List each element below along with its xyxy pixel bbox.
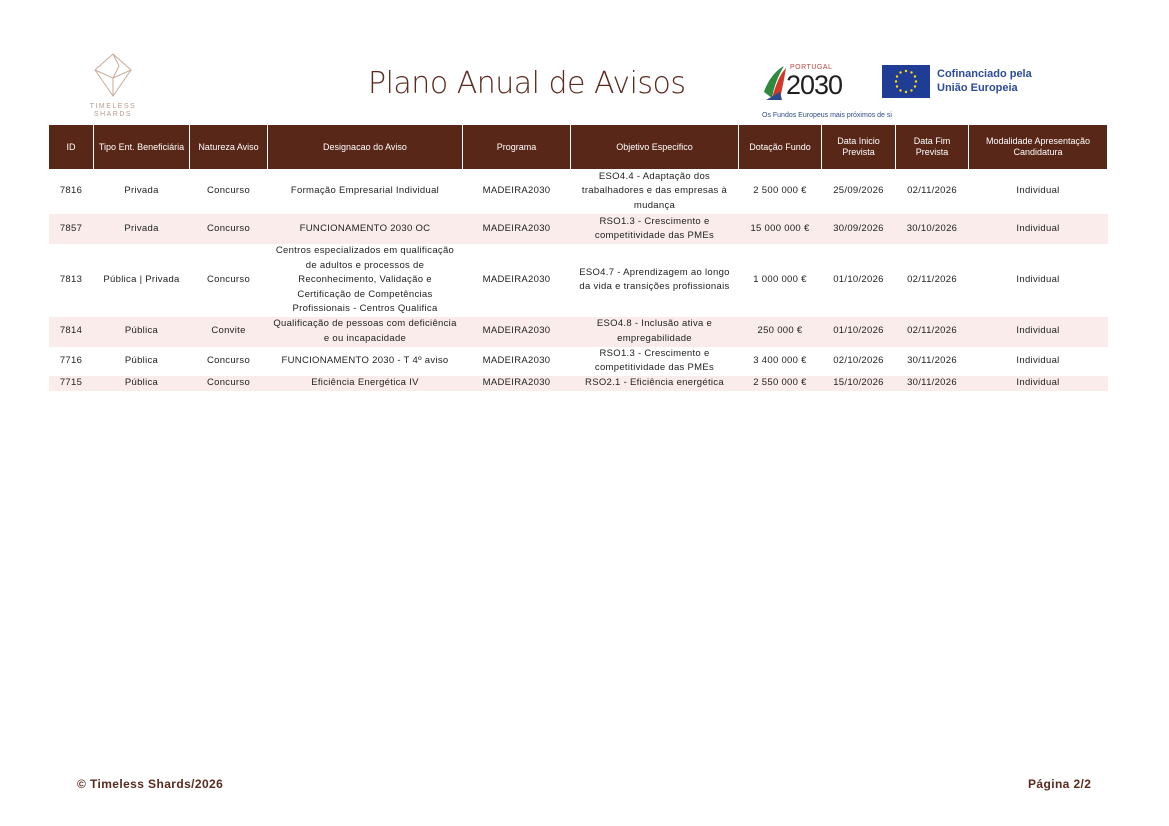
table-cell: Individual — [1016, 185, 1060, 197]
footer-page-number: Página 2/2 — [1028, 777, 1092, 791]
column-header: Programa — [462, 125, 571, 169]
column-header: Designacao do Aviso — [267, 125, 463, 169]
column-header: Tipo Ent. Beneficiária — [93, 125, 190, 169]
column-header: Modalidade Apresentação Candidatura — [968, 125, 1108, 169]
table-cell: 2 550 000 € — [738, 375, 822, 391]
table-cell: RSO1.3 - Crescimento e competitividade d… — [594, 347, 715, 374]
column-header: Dotação Fundo — [738, 125, 822, 169]
table-row: 7816 Privada Concurso Formação Empresarial … — [49, 169, 1108, 214]
table-cell: 2 500 000 € — [753, 185, 807, 197]
table-cell: Privada — [93, 214, 190, 244]
table-cell: Qualificação de pessoas com deficiência … — [267, 316, 463, 347]
table-cell: Pública | Privada — [103, 274, 180, 285]
table-cell: 7814 — [48, 316, 94, 347]
avisos-table: ID Tipo Ent. Beneficiária Natureza Aviso De… — [48, 125, 1108, 391]
table-cell: 02/11/2026 — [895, 316, 969, 347]
table-cell: FUNCIONAMENTO 2030 OC — [267, 214, 463, 244]
table-row: 7814 Pública Convite Qualificação de pessoa… — [48, 316, 1108, 347]
table-cell: MADEIRA2030 — [462, 316, 571, 347]
tagline: Os Fundos Europeus mais próximos de si — [762, 112, 892, 119]
table-cell: MADEIRA2030 — [462, 375, 571, 391]
table-cell: Privada — [124, 185, 159, 197]
table-cell: ESO4.7 - Aprendizagem ao longo da vida e… — [579, 266, 730, 293]
table-cell: Pública — [93, 375, 190, 391]
table-cell: RSO1.3 - Crescimento e competitividade d… — [570, 214, 739, 244]
table-cell: Pública — [124, 354, 159, 366]
table-cell: Convite — [189, 316, 268, 347]
portugal-2030-logo-icon — [764, 66, 786, 100]
column-header: ID — [48, 125, 94, 169]
table-cell: Individual — [1016, 354, 1060, 366]
table-cell: Eficiência Energética IV — [267, 375, 463, 391]
table-cell: 30/11/2026 — [907, 354, 957, 366]
eu-flag-icon — [882, 65, 930, 98]
table-cell: 02/11/2026 — [907, 185, 957, 197]
table-cell: Individual — [968, 214, 1108, 244]
footer-copyright: © Timeless Shards/2026 — [77, 777, 224, 791]
table-row: 7715 Pública Concurso Eficiência Energética… — [48, 375, 1108, 391]
table-cell: Concurso — [206, 185, 251, 197]
table-cell: Formação Empresarial Individual — [290, 185, 440, 197]
table-cell: 15/10/2026 — [821, 375, 896, 391]
table-cell: 250 000 € — [738, 316, 822, 347]
portugal-word: PORTUGAL — [790, 64, 833, 71]
table-cell: RSO2.1 - Eficiência energética — [570, 375, 739, 391]
table-cell: 15 000 000 € — [738, 214, 822, 244]
table-header-row: ID Tipo Ent. Beneficiária Natureza Aviso De… — [48, 125, 1108, 169]
column-header: Data Inicio Prevista — [821, 125, 896, 169]
table-cell: Concurso — [206, 274, 251, 285]
table-row: 7716 Pública Concurso FUNCIONAMENTO 2030 - … — [49, 347, 1108, 376]
table-cell: 7715 — [48, 375, 94, 391]
table-cell: Individual — [968, 375, 1108, 391]
table-cell: MADEIRA2030 — [482, 354, 551, 366]
column-header: Data Fim Prevista — [895, 125, 969, 169]
table-cell: Concurso — [189, 375, 268, 391]
table-cell: 3 400 000 € — [753, 354, 807, 366]
table-cell: Concurso — [206, 354, 251, 366]
table-cell: MADEIRA2030 — [482, 185, 551, 197]
logo-text-1: TIMELESS — [89, 103, 137, 110]
table-cell: Individual — [968, 316, 1108, 347]
table-cell: 30/11/2026 — [895, 375, 969, 391]
table-cell: MADEIRA2030 — [482, 274, 551, 285]
eu-text-line-1: Cofinanciado pela — [937, 68, 1032, 80]
table-cell: 01/10/2026 — [821, 316, 896, 347]
table-cell: 1 000 000 € — [753, 274, 807, 285]
table-cell: Concurso — [189, 214, 268, 244]
table-cell: 7857 — [48, 214, 94, 244]
table-cell: Centros especializados em qualificação d… — [275, 245, 455, 314]
table-cell: 30/09/2026 — [821, 214, 896, 244]
table-cell: 01/10/2026 — [833, 274, 884, 285]
eu-cofinancing-text: Cofinanciado pela União Europeia — [937, 67, 1032, 95]
timeless-shards-logo: TIMELESS SHARDS — [84, 52, 142, 118]
page-title: Plano Anual de Avisos — [368, 66, 686, 101]
table-cell: 25/09/2026 — [833, 185, 884, 197]
table-cell: Individual — [1016, 274, 1060, 285]
table-cell: ESO4.4 - Adaptação dos trabalhadores e d… — [581, 170, 728, 211]
table-cell: 7816 — [59, 185, 83, 197]
table-row: 7813 Pública | Privada Concurso Centros esp… — [49, 244, 1108, 317]
table-cell: ESO4.8 - Inclusão ativa e empregabilidad… — [570, 316, 739, 347]
eu-text-line-2: União Europeia — [937, 82, 1018, 94]
column-header: Objetivo Especifico — [570, 125, 739, 169]
table-cell: 7716 — [59, 354, 83, 366]
logo-text-2: SHARDS — [93, 111, 133, 118]
diamond-logo-icon — [94, 53, 132, 97]
table-cell: 02/10/2026 — [833, 354, 884, 366]
table-cell: 7813 — [59, 274, 83, 285]
column-header: Natureza Aviso — [189, 125, 268, 169]
table-cell: 02/11/2026 — [907, 274, 957, 285]
portugal-2030-number: 2030 — [786, 70, 843, 100]
table-cell: MADEIRA2030 — [462, 214, 571, 244]
table-cell: Pública — [93, 316, 190, 347]
table-cell: FUNCIONAMENTO 2030 - T 4º aviso — [281, 354, 449, 366]
table-cell: 30/10/2026 — [895, 214, 969, 244]
table-row: 7857 Privada Concurso FUNCIONAMENTO 2030 OC… — [48, 214, 1108, 244]
